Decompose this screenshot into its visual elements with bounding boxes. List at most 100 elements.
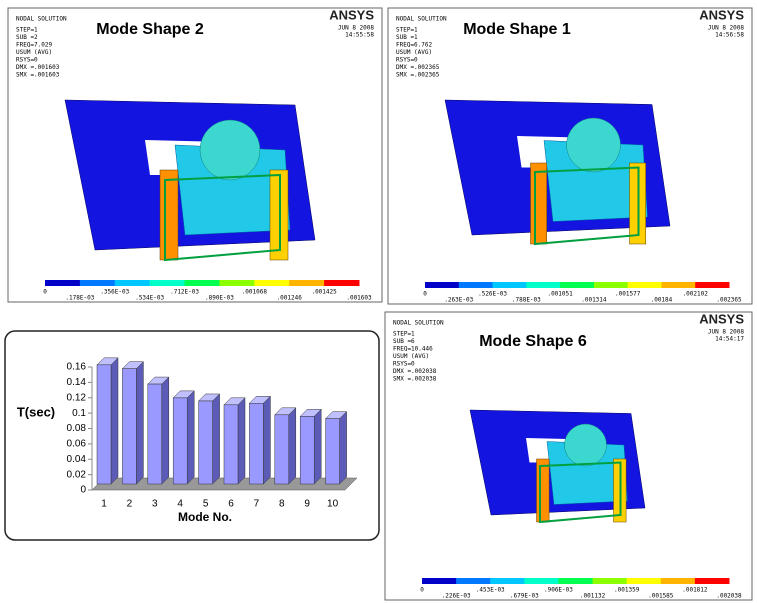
legend-band [492,282,527,288]
legend-label: .453E-03 [476,587,505,594]
y-tick-label: 0.08 [67,423,87,434]
legend-band [524,578,559,584]
panel-time: 14:54:17 [715,336,744,343]
legend-label: .906E-03 [544,587,573,594]
legend-band [422,578,457,584]
legend-band [558,578,594,584]
panel-info: RSYS=0 [396,57,418,64]
panel-info: STEP=1 [16,27,38,34]
legend-label: .226E-03 [442,593,471,600]
legend-label: .001603 [346,295,372,302]
model-arch [539,461,622,524]
panel-info: FREQ=7.029 [16,42,53,49]
panel-info: RSYS=0 [16,57,38,64]
panel-info: SUB =1 [396,34,418,41]
legend-label: 0 [420,587,424,594]
x-tick-label: 7 [254,499,260,510]
legend-band [695,282,730,288]
legend-band [490,578,525,584]
legend-band [593,282,629,288]
bar-side [161,376,170,485]
legend-band [627,282,662,288]
legend-band [114,280,151,286]
legend-band [560,282,595,288]
legend-band [626,578,662,584]
bar [147,383,163,485]
panel-info: SUB =2 [16,34,38,41]
legend-label: .526E-03 [478,291,507,298]
legend-label: .002102 [683,291,709,298]
legend-label: .890E-03 [205,295,234,302]
legend-band [254,280,290,286]
y-tick-label: 0.02 [67,469,87,480]
panel-info: SMX =.002038 [393,376,437,383]
bar-side [237,397,246,485]
x-tick-label: 4 [177,499,183,510]
panel-title: Mode Shape 6 [479,333,587,350]
x-tick-label: 8 [279,499,285,510]
legend-label: .001812 [682,587,708,594]
bar-side [263,395,271,485]
legend-band [149,280,186,286]
panel-info: SMX =.001603 [16,72,60,79]
legend-label: .001246 [277,295,303,302]
legend-label: .001068 [242,289,268,296]
ansys-logo: ANSYS [699,7,744,22]
legend-label: .002365 [716,297,742,304]
y-tick-label: 0.06 [67,439,87,450]
bar [274,414,290,485]
legend-label: .712E-03 [170,289,199,296]
bar [172,397,188,485]
legend-label: .001359 [614,587,640,594]
panel-info: SUB =6 [393,338,415,345]
legend-label: .002038 [716,593,742,600]
legend-band [184,280,220,286]
panel-date: JUN 8 2008 [338,25,375,32]
panel-info: FREQ=10.446 [393,346,433,353]
model-dome [566,117,621,173]
panel-info: FREQ=6.762 [396,42,433,49]
panel-time: 14:56:58 [715,32,744,39]
model-tower [159,169,179,261]
legend-label: 0 [43,289,47,296]
panel-info: DMX =.002365 [396,64,440,71]
x-tick-label: 1 [101,499,107,510]
panel-title: Mode Shape 1 [463,21,571,38]
legend-band [79,280,116,286]
legend-band [425,282,460,288]
model-dome [199,119,261,181]
bar [122,368,137,485]
panel-info: USUM (AVG) [16,49,52,56]
legend-band [45,280,81,286]
panel-header: NODAL SOLUTION [16,16,67,23]
ansys-logo: ANSYS [329,7,374,22]
legend-label: .534E-03 [135,295,164,302]
legend-band [660,578,696,584]
legend-band [592,578,628,584]
panel-info: SMX =.002365 [396,72,440,79]
model-tower [536,458,550,523]
y-tick-label: 0.16 [67,362,87,373]
legend-band [456,578,491,584]
bar-side [212,393,220,485]
legend-band [219,280,255,286]
model-dome [564,423,607,467]
bar-side [186,390,195,485]
x-tick-label: 5 [203,499,209,510]
legend-band [324,280,360,286]
panel-date: JUN 8 2008 [708,25,745,32]
bar-side [136,361,144,485]
bar [249,403,264,485]
legend-label: .263E-03 [444,297,473,304]
panel-info: DMX =.002038 [393,368,437,375]
model-arch [534,166,640,246]
legend-label: 0 [423,291,427,298]
legend-label: .001585 [648,593,674,600]
legend-label: .788E-03 [512,297,541,304]
bar-side [339,411,347,485]
bar [223,404,239,485]
legend-label: .001051 [547,291,573,298]
x-tick-label: 6 [228,499,234,510]
x-tick-label: 10 [327,499,339,510]
